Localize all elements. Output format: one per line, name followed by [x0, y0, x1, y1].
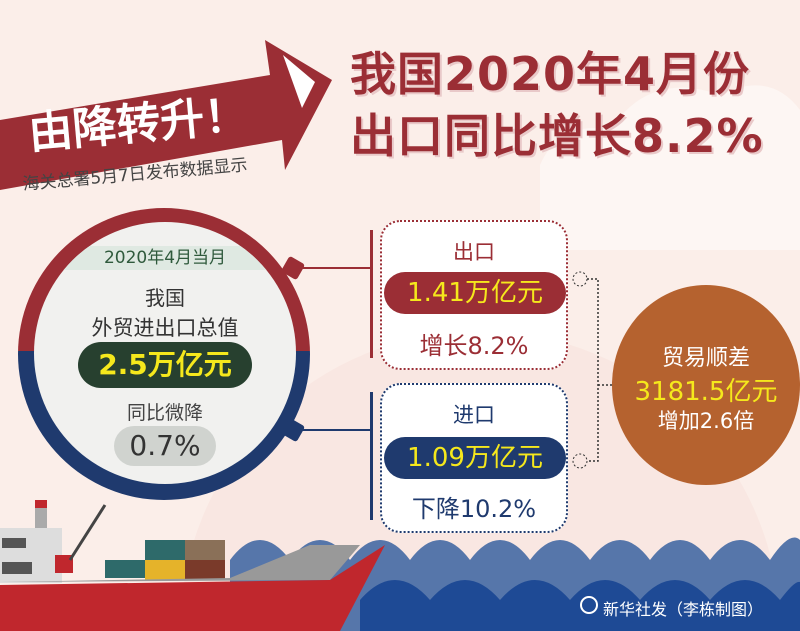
surplus-circle: 贸易顺差 3181.5亿元 增加2.6倍	[612, 285, 800, 485]
cloud	[540, 85, 800, 250]
surplus-title: 贸易顺差	[661, 346, 750, 371]
total-label-1: 我国	[145, 286, 185, 310]
import-title: 进口	[453, 403, 495, 427]
ship-and-sea-illustration	[0, 500, 800, 631]
arrow-shape	[0, 40, 332, 190]
ship	[0, 500, 385, 631]
export-title: 出口	[453, 240, 495, 264]
connector-line	[300, 429, 372, 431]
arrow-highlight	[283, 55, 315, 108]
total-value: 2.5万亿元	[78, 342, 252, 388]
surplus-change: 增加2.6倍	[657, 409, 755, 433]
surplus-bracket	[572, 271, 615, 469]
total-label-2: 外贸进出口总值	[91, 316, 239, 340]
period-label: 2020年4月当月	[34, 246, 296, 270]
export-bar	[370, 230, 373, 358]
import-bar	[370, 392, 373, 520]
title-line-1: 我国2020年4月份	[350, 47, 751, 101]
xinhua-logo-icon	[580, 596, 598, 614]
connector-line	[300, 267, 372, 269]
export-value: 1.41万亿元	[384, 272, 566, 314]
title-line-2: 出口同比增长8.2%	[350, 109, 764, 163]
change-label: 同比微降	[126, 402, 203, 424]
credit: 新华社发（李栋制图）	[603, 600, 764, 619]
surplus-value: 3181.5亿元	[634, 377, 778, 407]
export-box: 出口 1.41万亿元 增长8.2%	[380, 220, 568, 370]
import-change: 下降10.2%	[411, 495, 537, 523]
change-value: 0.7%	[114, 426, 216, 466]
import-value: 1.09万亿元	[384, 437, 566, 479]
export-change: 增长8.2%	[419, 332, 529, 360]
total-panel: 2020年4月当月 我国 外贸进出口总值 2.5万亿元 同比微降 0.7%	[34, 222, 296, 484]
import-box: 进口 1.09万亿元 下降10.2%	[380, 383, 568, 533]
